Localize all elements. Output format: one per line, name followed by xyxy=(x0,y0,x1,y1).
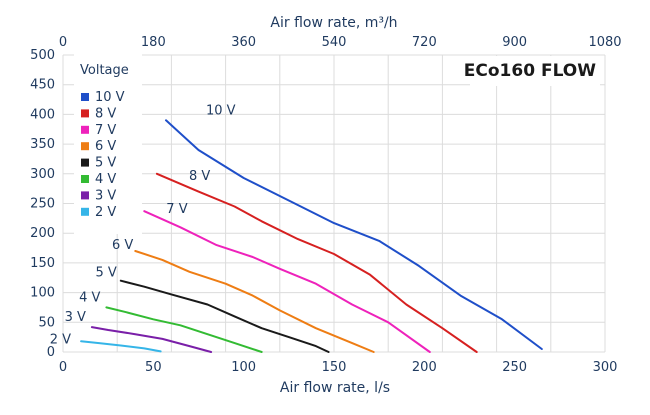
legend-entry: 2 V xyxy=(95,205,116,220)
x2-tick-label: 0 xyxy=(59,35,67,50)
series-line-4v xyxy=(105,306,263,353)
series-label: 7 V xyxy=(166,202,187,217)
legend-entry: 10 V xyxy=(95,90,125,105)
series-label: 2 V xyxy=(50,332,71,347)
chart-title: ECo160 FLOW xyxy=(464,61,596,81)
legend-entry: 8 V xyxy=(95,106,116,121)
series-group xyxy=(80,119,543,353)
x2-tick-label: 900 xyxy=(502,35,527,50)
y-tick-label: 50 xyxy=(38,315,55,330)
title-background xyxy=(470,56,600,86)
series-label: 8 V xyxy=(189,169,210,184)
legend-title: Voltage xyxy=(80,63,129,78)
x-tick-label: 200 xyxy=(412,360,437,375)
series-label: 6 V xyxy=(112,238,133,253)
series-label: 4 V xyxy=(79,290,100,305)
series-label: 5 V xyxy=(96,266,117,281)
y-tick-label: 500 xyxy=(30,48,55,63)
x2-tick-label: 360 xyxy=(231,35,256,50)
series-line-7v xyxy=(143,210,431,353)
y-tick-label: 400 xyxy=(30,107,55,122)
legend-entry: 5 V xyxy=(95,156,116,171)
series-labels: 10 V8 V7 V6 V5 V4 V3 V2 V xyxy=(50,103,236,347)
x-tick-label: 300 xyxy=(593,360,618,375)
y-tick-label: 300 xyxy=(30,167,55,182)
x-tick-label: 0 xyxy=(59,360,67,375)
grid xyxy=(62,54,606,353)
series-line-8v xyxy=(155,172,478,353)
legend-swatch xyxy=(81,125,89,134)
legend-swatch xyxy=(81,93,89,101)
legend: Voltage 10 V8 V 7 V6 V 5 V4 V3 V 2 V xyxy=(80,63,129,220)
x2-tick-label: 540 xyxy=(322,35,347,50)
x-tick-label: 50 xyxy=(145,360,162,375)
series-line-5v xyxy=(119,279,330,353)
legend-swatch xyxy=(81,109,89,118)
legend-swatch xyxy=(81,207,89,216)
y-tick-label: 200 xyxy=(30,226,55,241)
legend-entry: 7 V xyxy=(95,123,116,138)
x-tick-label: 100 xyxy=(231,360,256,375)
series-line-2v xyxy=(80,340,162,353)
y-tick-label: 250 xyxy=(30,197,55,212)
series-label: 3 V xyxy=(65,310,86,325)
x2-tick-label: 180 xyxy=(141,35,166,50)
x-axis-title: Air flow rate, l/s xyxy=(280,380,390,396)
y-tick-label: 350 xyxy=(30,137,55,152)
legend-swatch xyxy=(81,191,89,200)
x2-tick-label: 1080 xyxy=(588,35,621,50)
y-tick-label: 150 xyxy=(30,256,55,271)
series-line-6v xyxy=(134,250,375,353)
x2-axis-title: Air flow rate, m³/h xyxy=(270,15,397,31)
axes: 0 50 100 150 200 250 300 350 400 450 500 0 50 100 150 2… xyxy=(30,15,621,375)
series-line-10v xyxy=(165,119,543,350)
legend-entry: 4 V xyxy=(95,172,116,187)
y-tick-label: 450 xyxy=(30,78,55,93)
y-tick-label: 100 xyxy=(30,286,55,301)
series-label: 10 V xyxy=(206,103,236,118)
x-tick-label: 150 xyxy=(322,360,347,375)
legend-swatch xyxy=(81,175,89,183)
legend-swatch xyxy=(81,158,89,167)
y-tick-label: 0 xyxy=(47,345,55,360)
x2-tick-label: 720 xyxy=(412,35,437,50)
legend-entry: 3 V xyxy=(95,188,116,203)
x-tick-label: 250 xyxy=(502,360,527,375)
legend-swatch xyxy=(81,142,89,151)
legend-entry: 6 V xyxy=(95,139,116,154)
series-line-3v xyxy=(90,326,213,353)
